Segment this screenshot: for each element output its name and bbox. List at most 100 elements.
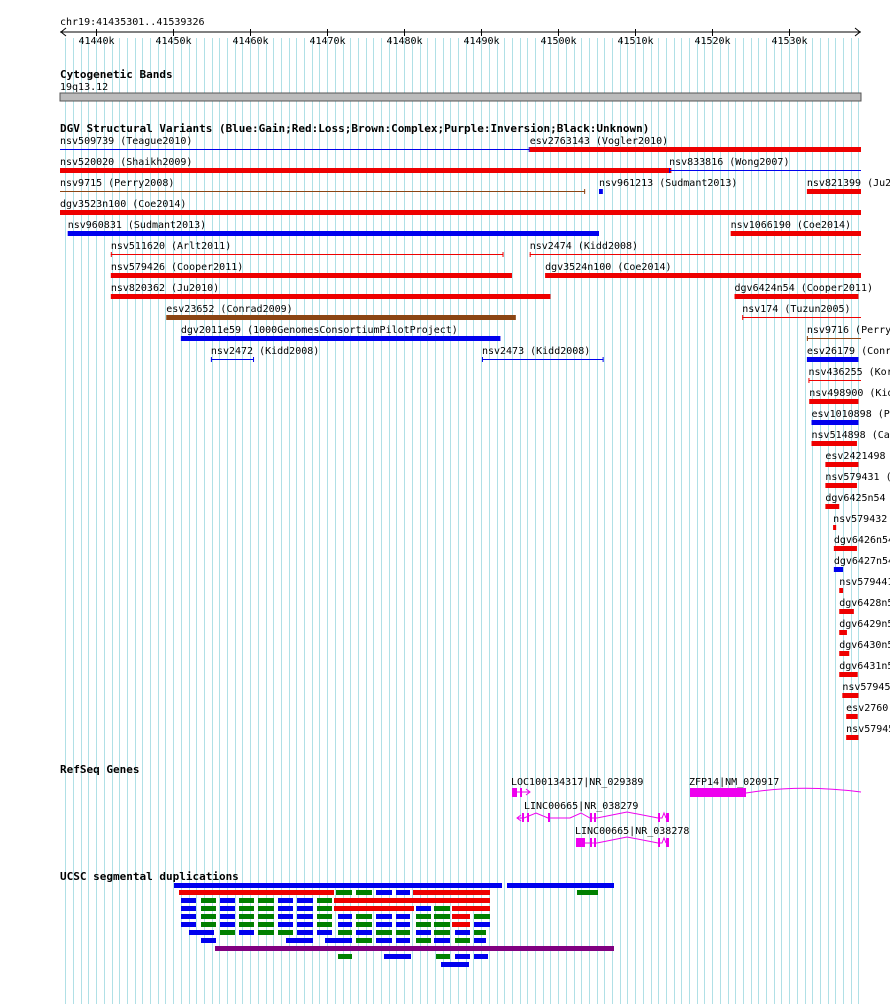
segdup-feature[interactable] xyxy=(338,954,352,959)
segdup-feature[interactable] xyxy=(413,890,490,895)
segdup-feature[interactable] xyxy=(181,906,196,911)
gene-loc100134317[interactable] xyxy=(512,788,531,797)
segdup-feature[interactable] xyxy=(577,890,598,895)
segdup-feature[interactable] xyxy=(452,914,470,919)
segdup-feature[interactable] xyxy=(258,906,274,911)
dgv-feature[interactable]: dgv2011e59 (1000GenomesConsortiumPilotPr… xyxy=(180,325,501,341)
segdup-feature[interactable] xyxy=(416,930,431,935)
dgv-feature[interactable]: dgv3524n100 (Coe2014) xyxy=(545,262,861,278)
dgv-feature[interactable]: nsv579426 (Cooper2011) xyxy=(110,262,512,278)
gene-linc00665-nr038279[interactable] xyxy=(516,811,669,822)
dgv-feature[interactable]: dgv3523n100 (Coe2014) xyxy=(60,199,861,215)
dgv-feature[interactable]: nsv579432 xyxy=(833,514,887,530)
segdup-feature[interactable] xyxy=(325,938,352,943)
segdup-feature[interactable] xyxy=(220,922,235,927)
segdup-feature[interactable] xyxy=(181,914,196,919)
dgv-feature[interactable]: dgv6425n54 xyxy=(825,493,886,509)
segdup-feature[interactable] xyxy=(434,914,450,919)
segdup-feature[interactable] xyxy=(201,922,216,927)
segdup-feature[interactable] xyxy=(297,930,313,935)
segdup-feature[interactable] xyxy=(455,930,470,935)
segdup-feature[interactable] xyxy=(338,914,352,919)
segdup-feature[interactable] xyxy=(278,914,293,919)
dgv-feature[interactable]: nsv9716 (Perry2008) xyxy=(806,325,890,341)
dgv-feature[interactable]: nsv2473 (Kidd2008) xyxy=(481,346,604,362)
segdup-feature[interactable] xyxy=(258,930,274,935)
segdup-feature[interactable] xyxy=(215,946,614,951)
segdup-feature[interactable] xyxy=(220,906,235,911)
dgv-feature[interactable]: nsv174 (Tuzun2005) xyxy=(742,304,861,320)
segdup-feature[interactable] xyxy=(317,906,332,911)
segdup-feature[interactable] xyxy=(416,938,431,943)
segdup-feature[interactable] xyxy=(455,938,470,943)
segdup-feature[interactable] xyxy=(201,938,216,943)
segdup-feature[interactable] xyxy=(434,930,450,935)
segdup-feature[interactable] xyxy=(179,890,334,895)
dgv-feature[interactable]: dgv6427n54 xyxy=(833,556,890,572)
segdup-feature[interactable] xyxy=(356,938,372,943)
segdup-feature[interactable] xyxy=(181,898,196,903)
segdup-feature[interactable] xyxy=(338,922,352,927)
segdup-feature[interactable] xyxy=(239,922,254,927)
dgv-feature[interactable]: dgv6428n54 xyxy=(839,598,890,614)
segdup-feature[interactable] xyxy=(455,954,470,959)
gene-zfp14[interactable] xyxy=(690,787,862,797)
dgv-feature[interactable]: dgv6429n54 xyxy=(839,619,890,635)
segdup-feature[interactable] xyxy=(434,922,450,927)
segdup-feature[interactable] xyxy=(396,890,410,895)
dgv-feature[interactable]: nsv498900 (Kidd2010) xyxy=(809,388,890,404)
segdup-feature[interactable] xyxy=(317,930,332,935)
dgv-feature[interactable]: nsv821399 (Ju2010) xyxy=(806,178,890,194)
segdup-feature[interactable] xyxy=(317,898,332,903)
segdup-feature[interactable] xyxy=(356,890,372,895)
segdup-feature[interactable] xyxy=(356,930,372,935)
dgv-feature[interactable]: nsv833816 (Wong2007) xyxy=(669,157,861,173)
segdup-feature[interactable] xyxy=(434,906,450,911)
dgv-feature[interactable]: esv2421498 xyxy=(825,451,886,467)
segdup-feature[interactable] xyxy=(258,914,274,919)
segdup-feature[interactable] xyxy=(474,954,488,959)
segdup-feature[interactable] xyxy=(376,930,392,935)
segdup-feature[interactable] xyxy=(278,930,293,935)
segdup-feature[interactable] xyxy=(376,914,392,919)
dgv-feature[interactable]: dgv6431n54 xyxy=(839,661,890,677)
segdup-feature[interactable] xyxy=(334,906,414,911)
segdup-feature[interactable] xyxy=(376,890,392,895)
dgv-feature[interactable]: nsv520020 (Shaikh2009) xyxy=(60,157,672,173)
segdup-feature[interactable] xyxy=(474,938,486,943)
segdup-feature[interactable] xyxy=(258,898,274,903)
segdup-feature[interactable] xyxy=(396,930,410,935)
dgv-feature[interactable]: nsv9715 (Perry2008) xyxy=(60,178,586,194)
segdup-feature[interactable] xyxy=(220,930,235,935)
segdup-feature[interactable] xyxy=(334,898,490,903)
dgv-feature[interactable]: dgv6430n54 xyxy=(839,640,890,656)
segdup-feature[interactable] xyxy=(338,930,352,935)
segdup-feature[interactable] xyxy=(297,906,313,911)
dgv-feature[interactable]: dgv6424n54 (Cooper2011) xyxy=(734,283,873,299)
dgv-feature[interactable]: esv23652 (Conrad2009) xyxy=(166,304,516,320)
dgv-feature[interactable]: nsv961213 (Sudmant2013) xyxy=(598,178,737,194)
segdup-feature[interactable] xyxy=(441,962,469,967)
segdup-feature[interactable] xyxy=(278,922,293,927)
segdup-feature[interactable] xyxy=(297,922,313,927)
segdup-feature[interactable] xyxy=(201,898,216,903)
segdup-feature[interactable] xyxy=(278,898,293,903)
segdup-feature[interactable] xyxy=(452,906,490,911)
segdup-feature[interactable] xyxy=(376,938,392,943)
dgv-feature[interactable]: nsv511620 (Arlt2011) xyxy=(110,241,504,257)
segdup-feature[interactable] xyxy=(436,954,450,959)
segdup-feature[interactable] xyxy=(278,906,293,911)
segdup-feature[interactable] xyxy=(297,914,313,919)
segdup-feature[interactable] xyxy=(201,914,216,919)
segdup-feature[interactable] xyxy=(239,906,254,911)
segdup-feature[interactable] xyxy=(384,954,411,959)
dgv-feature[interactable]: nsv509739 (Teague2010) xyxy=(60,136,530,152)
dgv-feature[interactable]: nsv1066190 (Coe2014) xyxy=(730,220,861,236)
segdup-feature[interactable] xyxy=(396,938,410,943)
segdup-feature[interactable] xyxy=(189,930,214,935)
segdup-feature[interactable] xyxy=(258,922,274,927)
segdup-feature[interactable] xyxy=(356,922,372,927)
dgv-feature[interactable]: nsv579431 (Cooper2011) xyxy=(825,472,890,488)
dgv-feature[interactable]: esv2763143 (Vogler2010) xyxy=(529,136,861,152)
segdup-feature[interactable] xyxy=(507,883,614,888)
